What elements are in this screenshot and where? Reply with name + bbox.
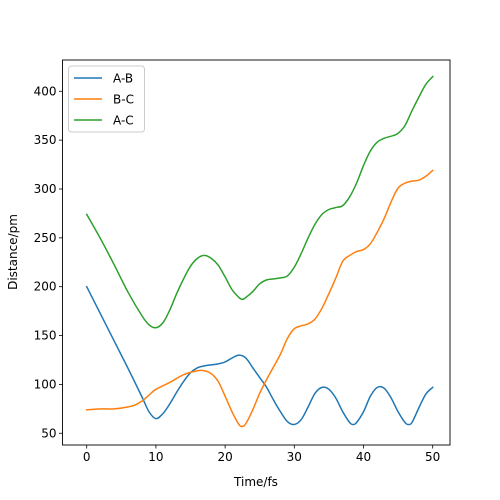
y-tick-label: 150	[34, 329, 57, 343]
x-tick-label: 40	[356, 450, 371, 464]
y-tick-label: 350	[34, 133, 57, 147]
series-layer	[85, 75, 434, 428]
y-tick-label: 300	[34, 182, 57, 196]
x-tick-label: 50	[425, 450, 440, 464]
series-line-a-b	[85, 285, 434, 426]
y-tick-label: 50	[41, 426, 56, 440]
x-tick-label: 30	[287, 450, 302, 464]
series-line-b-c	[85, 169, 434, 428]
x-tick-label: 10	[148, 450, 163, 464]
y-tick-label: 400	[34, 84, 57, 98]
x-tick-label: 20	[217, 450, 232, 464]
axes-layer: 0 10 20 30 40 50 50 100 150 200 250 300 350 400	[34, 84, 441, 464]
legend: A-B B-C A-C	[68, 65, 145, 133]
plot-frame	[62, 59, 451, 446]
x-tick-label: 0	[83, 450, 91, 464]
legend-box	[68, 65, 145, 133]
series-line-a-c	[85, 75, 434, 329]
y-axis-label: Distance/pm	[6, 214, 20, 290]
legend-label-a-c: A-C	[113, 114, 134, 128]
legend-label-a-b: A-B	[113, 72, 133, 86]
x-axis-label: Time/fs	[233, 475, 278, 489]
y-tick-label: 100	[34, 377, 57, 391]
y-tick-label: 250	[34, 231, 57, 245]
y-tick-label: 200	[34, 280, 57, 294]
legend-label-b-c: B-C	[113, 93, 134, 107]
